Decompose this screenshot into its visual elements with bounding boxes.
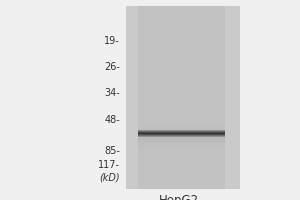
FancyBboxPatch shape xyxy=(138,142,225,143)
Text: 48-: 48- xyxy=(104,115,120,125)
Text: 34-: 34- xyxy=(104,88,120,98)
FancyBboxPatch shape xyxy=(138,136,225,137)
FancyBboxPatch shape xyxy=(138,138,225,139)
FancyBboxPatch shape xyxy=(138,137,225,138)
FancyBboxPatch shape xyxy=(138,132,225,133)
FancyBboxPatch shape xyxy=(138,130,225,131)
Text: 117-: 117- xyxy=(98,160,120,170)
Text: 85-: 85- xyxy=(104,146,120,156)
FancyBboxPatch shape xyxy=(138,139,225,140)
FancyBboxPatch shape xyxy=(126,6,240,189)
Text: 26-: 26- xyxy=(104,62,120,72)
FancyBboxPatch shape xyxy=(138,131,225,132)
FancyBboxPatch shape xyxy=(138,141,225,142)
FancyBboxPatch shape xyxy=(138,135,225,136)
Text: HepG2: HepG2 xyxy=(158,194,199,200)
Text: (kD): (kD) xyxy=(99,173,120,183)
Text: 19-: 19- xyxy=(104,36,120,46)
FancyBboxPatch shape xyxy=(138,6,225,189)
FancyBboxPatch shape xyxy=(138,134,225,135)
FancyBboxPatch shape xyxy=(138,140,225,141)
FancyBboxPatch shape xyxy=(138,133,225,134)
